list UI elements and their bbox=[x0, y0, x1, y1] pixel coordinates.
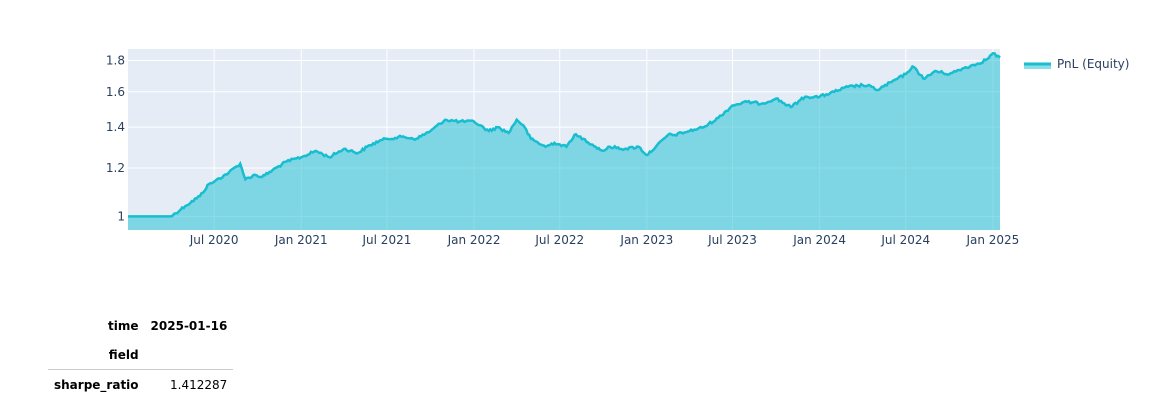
x-tick-labels: Jul 2020 Jan 2021 Jul 2021 Jan 2022 Jul 2022… bbox=[189, 233, 1020, 247]
index-empty-cell bbox=[144, 340, 234, 370]
time-header-value: 2025-01-16 bbox=[150, 318, 228, 333]
x-tick-label: Jul 2022 bbox=[534, 233, 584, 247]
x-tick-label: Jan 2023 bbox=[619, 233, 673, 247]
pnl-equity-area-fill bbox=[128, 53, 1000, 230]
legend-area-swatch bbox=[1024, 64, 1051, 69]
x-tick-label: Jul 2024 bbox=[880, 233, 930, 247]
x-tick-label: Jan 2024 bbox=[792, 233, 846, 247]
stats-header-row: time 2025-01-16 bbox=[48, 311, 233, 340]
x-tick-label: Jan 2021 bbox=[274, 233, 328, 247]
index-label: field bbox=[48, 340, 145, 370]
stats-index-row: field bbox=[48, 340, 234, 370]
x-tick-label: Jul 2020 bbox=[189, 233, 239, 247]
stats-data-row: sharpe_ratio 1.412287 bbox=[48, 370, 233, 400]
y-tick-label: 1.4 bbox=[106, 120, 125, 134]
legend-label: PnL (Equity) bbox=[1057, 57, 1129, 71]
legend[interactable]: PnL (Equity) bbox=[1024, 57, 1129, 71]
sharpe-ratio-label: sharpe_ratio bbox=[54, 377, 139, 392]
y-tick-label: 1.2 bbox=[106, 161, 125, 175]
y-tick-label: 1.8 bbox=[106, 54, 125, 68]
x-tick-label: Jul 2023 bbox=[707, 233, 757, 247]
pnl-equity-line bbox=[128, 52, 1001, 218]
x-tick-label: Jan 2022 bbox=[447, 233, 501, 247]
x-tick-label: Jul 2021 bbox=[362, 233, 412, 247]
time-header-label: time bbox=[108, 318, 139, 333]
stats-table: time 2025-01-16 field sharpe_ratio 1.412… bbox=[48, 311, 234, 400]
x-tick-label: Jan 2025 bbox=[965, 233, 1019, 247]
y-tick-label: 1 bbox=[117, 209, 125, 223]
sharpe-ratio-value: 1.412287 bbox=[170, 377, 228, 392]
equity-chart: Jul 2020 Jan 2021 Jul 2021 Jan 2022 Jul 2022… bbox=[106, 49, 1129, 247]
y-tick-labels: 1 1.2 1.4 1.6 1.8 bbox=[106, 54, 125, 224]
y-tick-label: 1.6 bbox=[106, 85, 125, 99]
